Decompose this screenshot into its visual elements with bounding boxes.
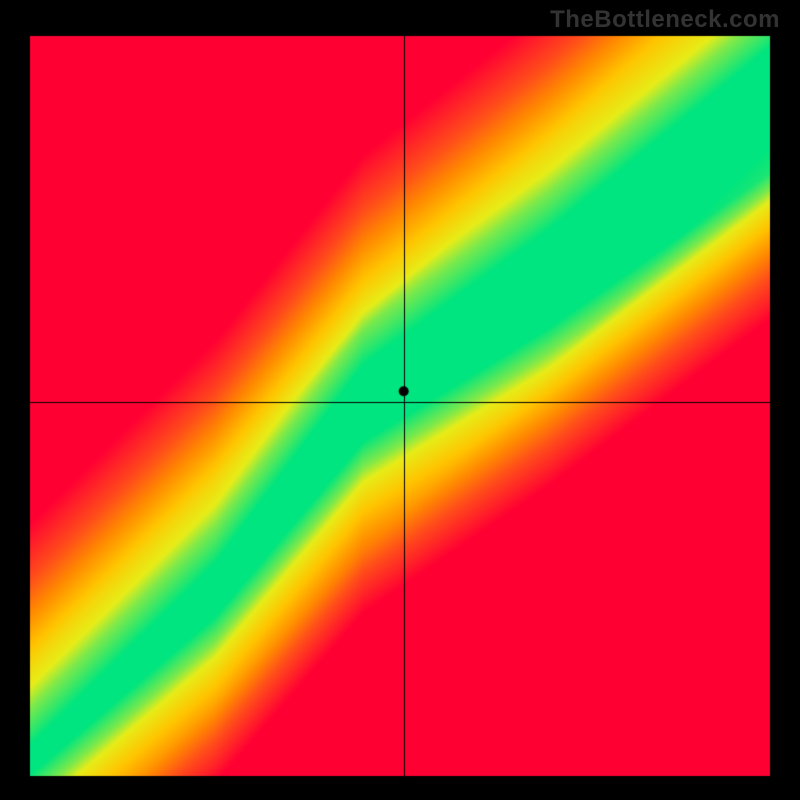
watermark-text: TheBottleneck.com bbox=[550, 6, 780, 34]
bottleneck-heatmap bbox=[0, 0, 800, 800]
